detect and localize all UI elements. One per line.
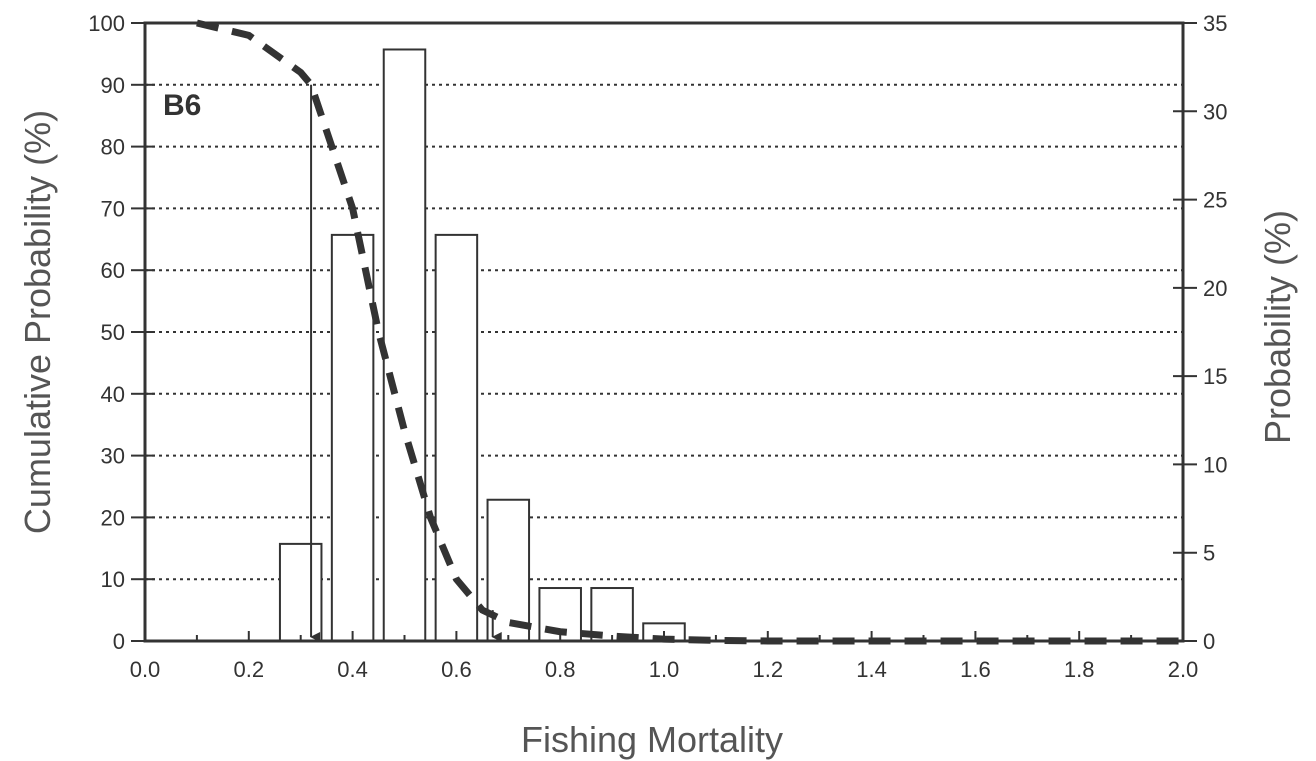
y-left-tick-label: 40 xyxy=(101,382,125,407)
gridlines xyxy=(145,83,1183,581)
x-tick-label: 1.8 xyxy=(1064,657,1095,682)
x-tick-label: 0.4 xyxy=(337,657,368,682)
y-right-tick-label: 25 xyxy=(1203,188,1227,213)
y-axis-left-title: Cumulative Probability (%) xyxy=(17,110,58,534)
x-tick-label: 1.4 xyxy=(856,657,887,682)
y-left-tick-label: 30 xyxy=(101,444,125,469)
x-tick-label: 0.0 xyxy=(130,657,161,682)
y-right-tick-label: 0 xyxy=(1203,629,1215,654)
percentile-arrows xyxy=(310,84,502,642)
y-left-tick-label: 60 xyxy=(101,258,125,283)
probability-bar xyxy=(330,233,375,642)
y-left-tick-label: 50 xyxy=(101,320,125,345)
x-tick-label: 0.2 xyxy=(234,657,265,682)
y-left-tick-label: 20 xyxy=(101,505,125,530)
y-left-tick-label: 10 xyxy=(101,567,125,592)
x-tick-label: 2.0 xyxy=(1168,657,1199,682)
x-tick-label: 0.6 xyxy=(441,657,472,682)
y-left-tick-label: 80 xyxy=(101,135,125,160)
axis-ticks: 0.0 0.2 0.4 0.6 0.8 1.0 1.2 1.4 1.6 1.8 2.00102030… xyxy=(88,11,1227,682)
y-right-tick-label: 5 xyxy=(1203,541,1215,566)
y-right-tick-label: 10 xyxy=(1203,452,1227,477)
y-right-tick-label: 20 xyxy=(1203,276,1227,301)
probability-bar xyxy=(486,498,531,642)
y-axis-right-title: Probability (%) xyxy=(1257,210,1298,444)
x-tick-label: 1.2 xyxy=(753,657,784,682)
x-tick-label: 0.8 xyxy=(545,657,576,682)
y-right-tick-label: 15 xyxy=(1203,364,1227,389)
y-left-tick-label: 100 xyxy=(88,11,125,36)
y-left-tick-label: 90 xyxy=(101,73,125,98)
y-left-tick-label: 70 xyxy=(101,196,125,221)
probability-bars xyxy=(278,48,686,643)
probability-bar xyxy=(278,542,323,643)
probability-bar xyxy=(382,48,427,642)
y-right-tick-label: 30 xyxy=(1203,99,1227,124)
y-left-tick-label: 0 xyxy=(113,629,125,654)
x-tick-label: 1.0 xyxy=(649,657,680,682)
panel-label: B6 xyxy=(163,89,201,122)
y-right-tick-label: 35 xyxy=(1203,11,1227,36)
x-axis-title: Fishing Mortality xyxy=(521,719,783,760)
x-tick-label: 1.6 xyxy=(960,657,991,682)
probability-bar xyxy=(434,233,479,642)
